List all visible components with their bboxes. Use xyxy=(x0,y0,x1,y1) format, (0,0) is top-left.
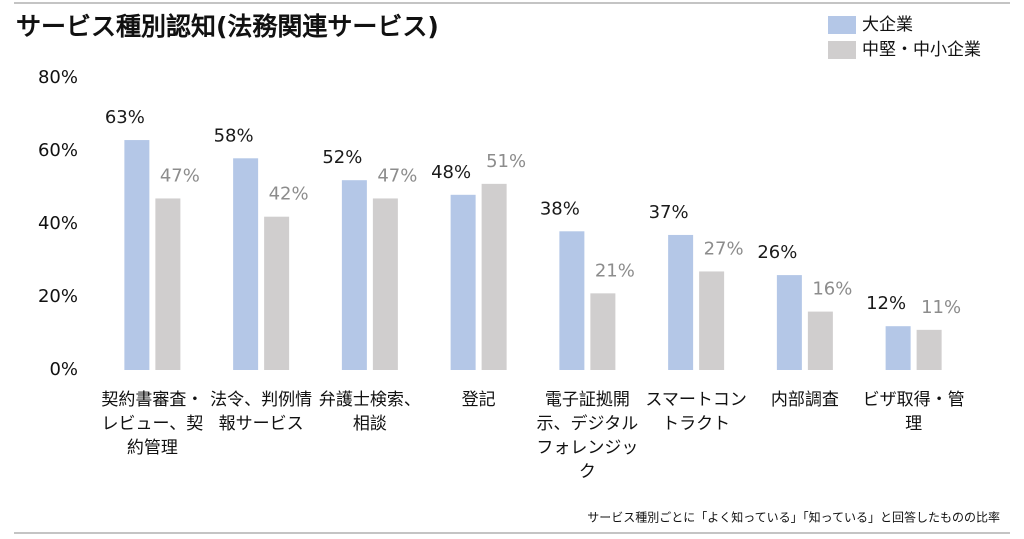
legend-swatch xyxy=(828,16,856,34)
bar xyxy=(155,198,181,370)
bar xyxy=(124,140,150,370)
bar xyxy=(807,311,833,370)
y-tick-label: 20% xyxy=(38,286,78,307)
bar xyxy=(264,216,290,370)
y-tick-label: 40% xyxy=(38,213,78,234)
value-label: 37% xyxy=(649,202,689,223)
bar xyxy=(481,183,507,370)
bar xyxy=(699,271,725,370)
value-label: 42% xyxy=(269,184,309,205)
x-tick-label: スマートコントラクト xyxy=(645,390,747,434)
x-tick-label: 弁護士検索、相談 xyxy=(318,390,421,434)
value-label: 58% xyxy=(214,125,254,146)
x-tick-label: 登記 xyxy=(461,390,496,410)
legend-swatch xyxy=(828,41,856,59)
footnote: サービス種別ごとに「よく知っている」「知っている」と回答したものの比率 xyxy=(587,510,1000,525)
legend-label: 中堅・中小企業 xyxy=(862,40,981,60)
legend-label: 大企業 xyxy=(862,15,913,35)
bar xyxy=(341,180,367,370)
value-label: 52% xyxy=(322,147,362,168)
value-label: 21% xyxy=(595,260,635,281)
y-tick-label: 60% xyxy=(38,140,78,161)
value-label: 27% xyxy=(704,238,744,259)
value-label: 48% xyxy=(431,162,471,183)
value-label: 12% xyxy=(866,293,906,314)
bar xyxy=(590,293,616,370)
value-label: 51% xyxy=(486,151,526,172)
bar xyxy=(916,329,942,370)
value-label: 63% xyxy=(105,107,145,128)
x-tick-label: ビザ取得・管理 xyxy=(862,390,965,434)
value-label: 26% xyxy=(757,242,797,263)
y-tick-label: 0% xyxy=(49,359,78,380)
bar xyxy=(233,158,259,370)
bar xyxy=(372,198,398,370)
x-tick-label: 内部調査 xyxy=(770,390,839,410)
value-label: 11% xyxy=(921,297,961,318)
bar xyxy=(776,275,802,370)
x-tick-label: 法令、判例情報サービス xyxy=(210,390,313,434)
x-tick-label: 契約書審査・レビュー、契約管理 xyxy=(101,390,204,458)
x-tick-label: 電子証拠開示、デジタルフォレンジック xyxy=(536,390,639,482)
bar xyxy=(885,326,911,370)
value-label: 38% xyxy=(540,198,580,219)
y-tick-label: 80% xyxy=(38,67,78,88)
chart-title: サービス種別認知(法務関連サービス) xyxy=(16,12,439,41)
value-label: 47% xyxy=(377,165,417,186)
value-label: 47% xyxy=(160,165,200,186)
bar xyxy=(559,231,585,370)
bar xyxy=(668,234,694,370)
bar xyxy=(450,194,476,370)
value-label: 16% xyxy=(812,279,852,300)
